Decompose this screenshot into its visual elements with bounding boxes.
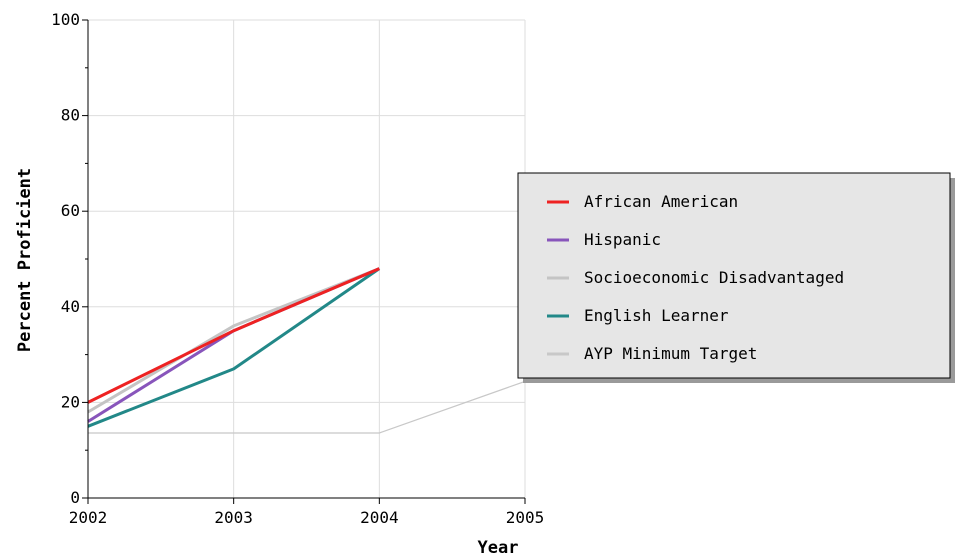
- legend-box: [517, 172, 951, 379]
- legend-label: African American: [584, 192, 738, 211]
- series-lines: [87, 267, 526, 434]
- x-tick-label: 2005: [506, 508, 545, 527]
- y-axis-title: Percent Proficient: [15, 168, 35, 352]
- x-tick-label: 2004: [360, 508, 399, 527]
- x-axis-title: Year: [478, 538, 519, 558]
- legend: African American Hispanic Socioeconomic Di…: [517, 172, 955, 383]
- axis-ticks: 0 20 40 60 80 100 2002 2003 2004 2005: [51, 10, 544, 527]
- legend-label: Hispanic: [584, 230, 661, 249]
- series-line: [87, 267, 380, 404]
- series-line: [88, 380, 526, 434]
- legend-label: Socioeconomic Disadvantaged: [584, 268, 844, 287]
- legend-label: English Learner: [584, 306, 729, 325]
- legend-label: AYP Minimum Target: [584, 344, 757, 363]
- x-tick-label: 2003: [214, 508, 253, 527]
- y-tick-label: 100: [51, 10, 80, 29]
- x-tick-label: 2002: [69, 508, 108, 527]
- y-tick-label: 0: [70, 488, 80, 507]
- gridlines: [88, 19, 526, 498]
- y-tick-label: 40: [61, 297, 80, 316]
- series-line: [87, 267, 381, 428]
- y-tick-label: 60: [61, 201, 80, 220]
- axes: [87, 20, 525, 499]
- y-tick-label: 80: [61, 106, 80, 125]
- y-tick-label: 20: [61, 392, 80, 411]
- legend-items: African American Hispanic Socioeconomic Di…: [547, 192, 844, 363]
